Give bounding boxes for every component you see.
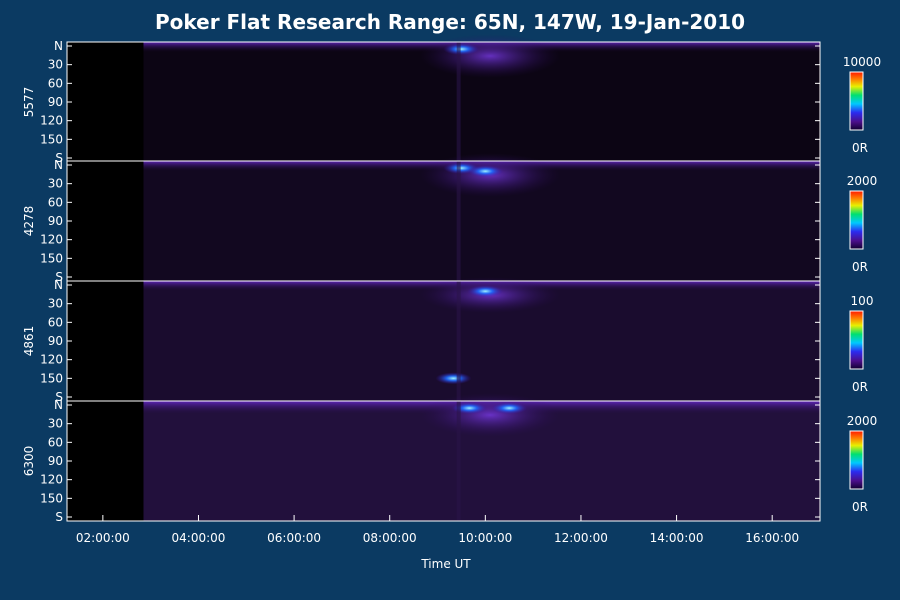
bright-aurora-patch bbox=[443, 43, 480, 56]
colorbar-gradient bbox=[849, 310, 864, 370]
colorbars-group: 10000 0R 2000 0R 100 0R 2000 0R bbox=[843, 55, 881, 514]
y-tick-label: N bbox=[54, 278, 63, 292]
panel-ylabel: 4861 bbox=[22, 326, 36, 357]
panels-group: N 30 60 90 120 150 S 5577 N 30 60 90 120 150 S 4278 N 30 6… bbox=[22, 34, 821, 524]
bright-aurora-patch bbox=[435, 372, 472, 385]
vertical-streak bbox=[456, 401, 461, 521]
y-tick-label: N bbox=[54, 398, 63, 412]
panel-ylabel: 6300 bbox=[22, 446, 36, 477]
panel-4861: N 30 60 90 120 150 S 4861 bbox=[22, 277, 821, 404]
colorbar-max-label: 10000 bbox=[843, 55, 881, 69]
y-tick-label: 60 bbox=[48, 76, 63, 90]
colorbar-max-label: 2000 bbox=[847, 414, 878, 428]
bright-aurora-patch bbox=[491, 402, 528, 415]
x-tick-label: 16:00:00 bbox=[745, 531, 799, 545]
chart-title: Poker Flat Research Range: 65N, 147W, 19… bbox=[155, 10, 745, 34]
y-tick-label: N bbox=[54, 39, 63, 53]
y-tick-label: S bbox=[55, 151, 63, 165]
colorbar-max-label: 2000 bbox=[847, 174, 878, 188]
y-tick-label: 150 bbox=[40, 251, 63, 265]
y-tick-label: 30 bbox=[48, 417, 63, 431]
x-tick-label: 02:00:00 bbox=[76, 531, 130, 545]
colorbar-4278: 2000 0R bbox=[847, 174, 878, 274]
colorbar-6300: 2000 0R bbox=[847, 414, 878, 514]
panel-6300: N 30 60 90 120 150 S 6300 bbox=[22, 393, 821, 524]
panel-ylabel: 4278 bbox=[22, 206, 36, 237]
y-tick-label: N bbox=[54, 158, 63, 172]
vertical-streak bbox=[456, 161, 461, 281]
bright-aurora-patch bbox=[467, 285, 504, 298]
y-tick-label: 150 bbox=[40, 371, 63, 385]
y-tick-label: 150 bbox=[40, 491, 63, 505]
colorbar-min-label: 0R bbox=[852, 260, 868, 274]
x-tick-label: 10:00:00 bbox=[458, 531, 512, 545]
y-tick-label: 60 bbox=[48, 435, 63, 449]
x-tick-label: 08:00:00 bbox=[363, 531, 417, 545]
y-tick-label: 30 bbox=[48, 58, 63, 72]
panel-5577: N 30 60 90 120 150 S 5577 bbox=[22, 34, 821, 165]
colorbar-max-label: 100 bbox=[851, 294, 874, 308]
vertical-streak bbox=[456, 42, 461, 162]
vertical-streak bbox=[456, 281, 461, 401]
y-tick-label: S bbox=[55, 270, 63, 284]
colorbar-min-label: 0R bbox=[852, 500, 868, 514]
y-tick-label: 120 bbox=[40, 353, 63, 367]
y-tick-label: 120 bbox=[40, 114, 63, 128]
aurora-glow bbox=[420, 393, 561, 437]
colorbar-4861: 100 0R bbox=[849, 294, 874, 394]
y-tick-label: S bbox=[55, 390, 63, 404]
x-axis: 02:00:00 04:00:00 06:00:00 08:00:00 10:00:00… bbox=[76, 515, 799, 545]
y-tick-label: 90 bbox=[48, 214, 63, 228]
x-tick-label: 04:00:00 bbox=[172, 531, 226, 545]
panel-ylabel: 5577 bbox=[22, 87, 36, 118]
colorbar-gradient bbox=[849, 71, 864, 131]
y-tick-label: 90 bbox=[48, 454, 63, 468]
x-tick-label: 12:00:00 bbox=[554, 531, 608, 545]
y-tick-label: 150 bbox=[40, 132, 63, 146]
bright-aurora-patch bbox=[467, 165, 504, 178]
colorbar-gradient bbox=[849, 430, 864, 490]
y-tick-label: 30 bbox=[48, 177, 63, 191]
colorbar-min-label: 0R bbox=[852, 141, 868, 155]
y-tick-label: 60 bbox=[48, 195, 63, 209]
x-tick-label: 14:00:00 bbox=[650, 531, 704, 545]
panel-4278: N 30 60 90 120 150 S 4278 bbox=[22, 153, 821, 284]
aurora-glow bbox=[420, 34, 561, 78]
x-axis-label: Time UT bbox=[420, 557, 471, 571]
y-tick-label: 90 bbox=[48, 334, 63, 348]
y-tick-label: 60 bbox=[48, 315, 63, 329]
y-tick-label: 120 bbox=[40, 233, 63, 247]
colorbar-min-label: 0R bbox=[852, 380, 868, 394]
colorbar-gradient bbox=[849, 190, 864, 250]
colorbar-5577: 10000 0R bbox=[843, 55, 881, 155]
y-tick-label: 30 bbox=[48, 297, 63, 311]
y-tick-label: 90 bbox=[48, 95, 63, 109]
y-tick-label: 120 bbox=[40, 473, 63, 487]
x-tick-label: 06:00:00 bbox=[267, 531, 321, 545]
y-tick-label: S bbox=[55, 510, 63, 524]
